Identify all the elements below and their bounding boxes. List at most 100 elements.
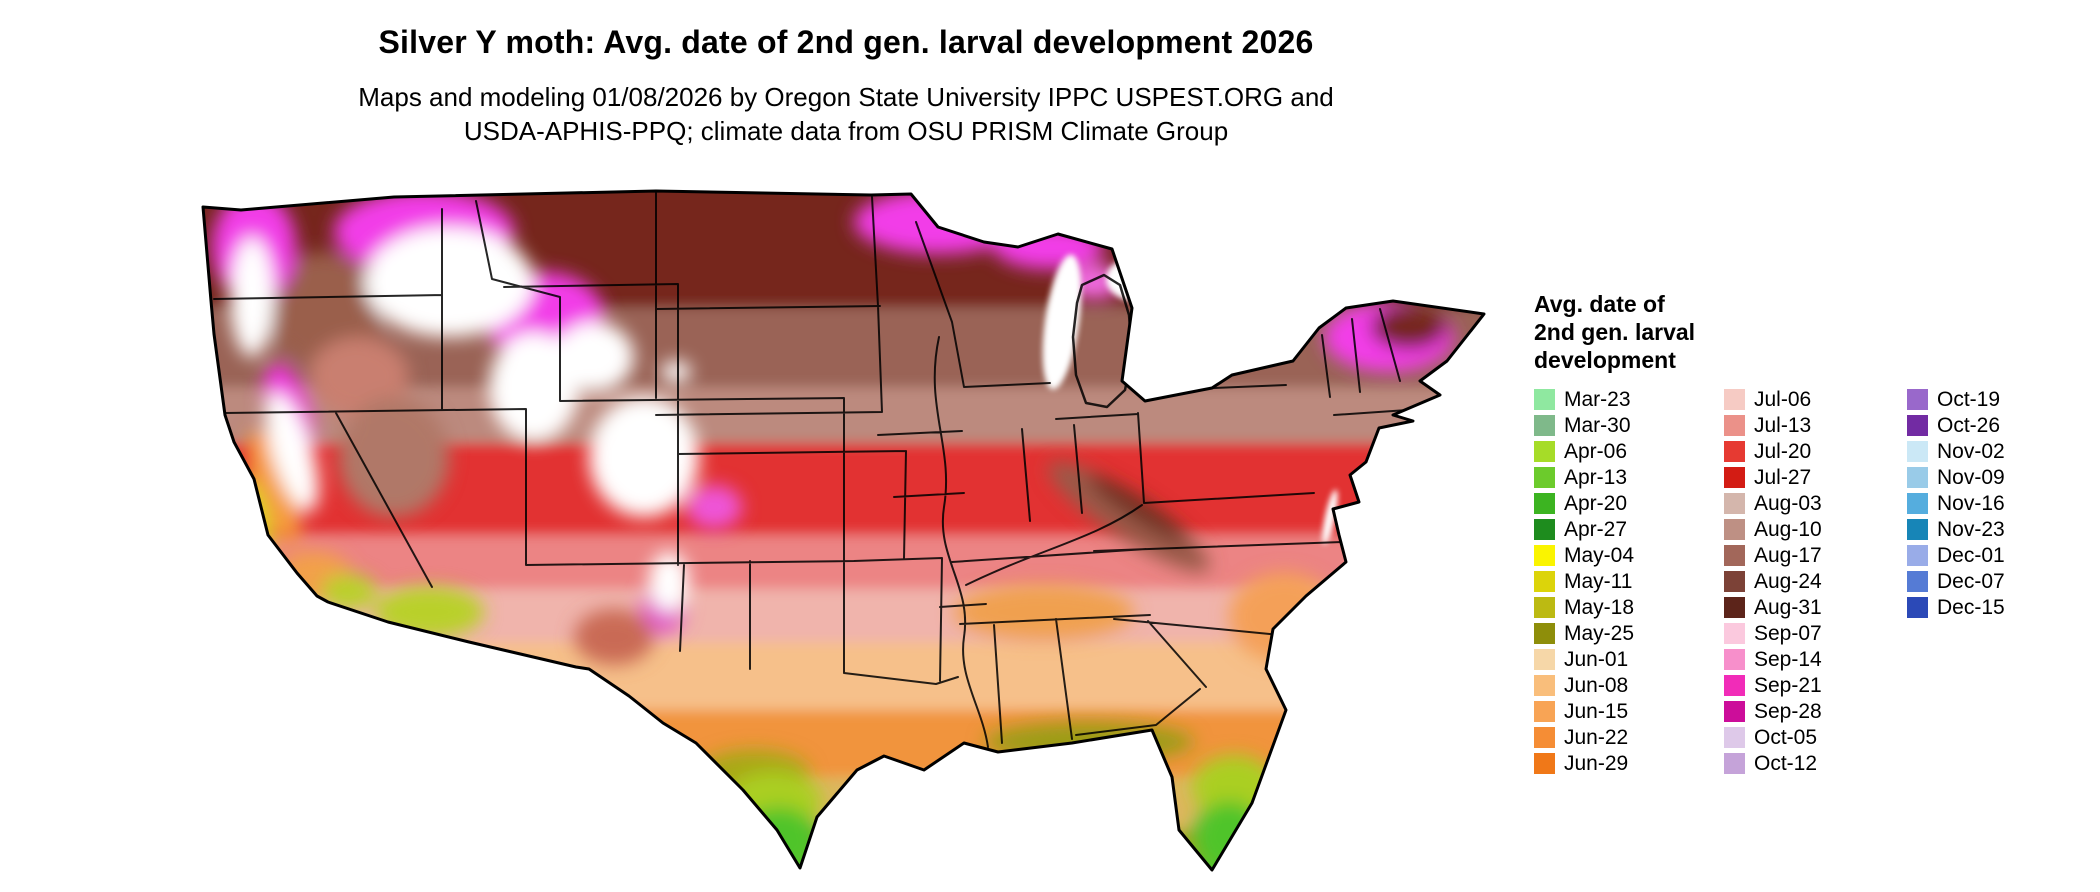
legend-entry-label: Sep-21 [1754,673,1822,697]
legend-entry: Aug-24 [1724,568,1822,594]
legend-swatch [1534,466,1555,488]
legend-entry: Nov-02 [1907,438,2005,464]
legend-entry: Sep-07 [1724,620,1822,646]
legend-swatch [1724,388,1745,410]
legend-swatch [1724,752,1745,774]
legend-entry: Jun-15 [1534,698,1634,724]
legend-entry-label: Apr-06 [1564,439,1628,463]
legend-swatch [1724,726,1745,748]
legend-swatch [1534,752,1555,774]
legend-entry-label: Sep-07 [1754,621,1822,645]
legend-entry: Jul-20 [1724,438,1822,464]
legend-entry: Apr-27 [1534,516,1634,542]
legend-swatch [1724,544,1745,566]
subtitle-line-1: Maps and modeling 01/08/2026 by Oregon S… [358,82,1334,112]
legend-swatch [1534,726,1555,748]
legend-entry: Aug-10 [1724,516,1822,542]
legend-entry-label: Jul-13 [1754,413,1812,437]
legend-entry-label: Aug-10 [1754,517,1822,541]
legend-swatch [1534,440,1555,462]
legend-swatch [1534,544,1555,566]
legend-column-3: Oct-19 Oct-26 Nov-02 Nov-09 Nov-16 [1907,386,2005,620]
legend-entry: Nov-23 [1907,516,2005,542]
subtitle-line-2: USDA-APHIS-PPQ; climate data from OSU PR… [463,116,1229,146]
legend-entry-label: Nov-16 [1937,491,2005,515]
legend-swatch [1724,700,1745,722]
legend-entry-label: Nov-09 [1937,465,2005,489]
legend-column-2: Jul-06 Jul-13 Jul-20 Jul-27 Aug-03 [1724,386,1822,776]
legend-entry: Dec-07 [1907,568,2005,594]
legend-entry: Nov-16 [1907,490,2005,516]
legend-swatch [1724,648,1745,670]
subtitle: Maps and modeling 01/08/2026 by Oregon S… [0,80,1692,148]
legend-swatch [1907,466,1928,488]
legend-swatch [1907,518,1928,540]
legend-entry-label: Jul-20 [1754,439,1812,463]
legend-swatch [1907,440,1928,462]
legend-entry-label: Jul-06 [1754,387,1812,411]
legend-swatch [1724,622,1745,644]
legend-entry-label: Apr-20 [1564,491,1628,515]
legend-entry: Sep-28 [1724,698,1822,724]
legend-swatch [1534,700,1555,722]
legend-entry-label: May-25 [1564,621,1635,645]
legend-swatch [1724,492,1745,514]
legend-entry: Jun-08 [1534,672,1634,698]
us-map [201,189,1486,872]
legend-entry-label: Jun-08 [1564,673,1629,697]
legend-entry: Aug-17 [1724,542,1822,568]
legend-entry: Apr-13 [1534,464,1634,490]
legend-entry: Mar-30 [1534,412,1634,438]
legend-entry-label: Mar-23 [1564,387,1631,411]
legend-entry-label: Jun-15 [1564,699,1629,723]
legend-entry-label: Sep-14 [1754,647,1822,671]
legend-entry: Sep-14 [1724,646,1822,672]
legend-entry-label: Aug-17 [1754,543,1822,567]
legend-swatch [1534,570,1555,592]
legend-entry-label: Nov-23 [1937,517,2005,541]
legend-title: Avg. date of 2nd gen. larval development [1534,290,1695,374]
legend-entry: Dec-01 [1907,542,2005,568]
legend-swatch [1907,570,1928,592]
legend-swatch [1534,388,1555,410]
legend-entry-label: Apr-27 [1564,517,1628,541]
legend-title-line-2: 2nd gen. larval [1534,319,1696,345]
legend-entry-label: Oct-05 [1754,725,1818,749]
legend-entry: Jul-27 [1724,464,1822,490]
legend-entry: May-11 [1534,568,1634,594]
legend-entry-label: Mar-30 [1564,413,1631,437]
legend-entry-label: Nov-02 [1937,439,2005,463]
legend-entry: May-04 [1534,542,1634,568]
legend-entry-label: Dec-07 [1937,569,2005,593]
legend-entry-label: Dec-15 [1937,595,2005,619]
legend-entry-label: Oct-26 [1937,413,2001,437]
legend-swatch [1907,544,1928,566]
legend-entry: Jul-06 [1724,386,1822,412]
legend-entry: Jun-22 [1534,724,1634,750]
legend-swatch [1907,596,1928,618]
legend-entry: Jul-13 [1724,412,1822,438]
page-title: Silver Y moth: Avg. date of 2nd gen. lar… [378,24,1314,60]
legend-entry: Oct-26 [1907,412,2005,438]
us-map-container [194,187,1494,884]
legend-entry: Oct-12 [1724,750,1822,776]
legend-entry: Oct-19 [1907,386,2005,412]
legend-entry: Dec-15 [1907,594,2005,620]
legend-swatch [1907,414,1928,436]
legend-entry-label: Jun-22 [1564,725,1629,749]
legend-entry: Nov-09 [1907,464,2005,490]
legend-swatch [1534,622,1555,644]
legend-entry-label: Oct-19 [1937,387,2001,411]
us-outline [201,189,1486,872]
state-borders [213,192,1423,748]
legend-entry-label: Aug-24 [1754,569,1822,593]
legend-entry-label: Aug-03 [1754,491,1822,515]
legend-entry-label: May-18 [1564,595,1635,619]
legend-entry: Sep-21 [1724,672,1822,698]
legend-entry-label: Dec-01 [1937,543,2005,567]
legend-title-line-3: development [1534,347,1676,373]
legend-swatch [1534,492,1555,514]
legend-entry: Apr-20 [1534,490,1634,516]
legend-entry-label: Apr-13 [1564,465,1628,489]
legend-entry-label: Aug-31 [1754,595,1822,619]
